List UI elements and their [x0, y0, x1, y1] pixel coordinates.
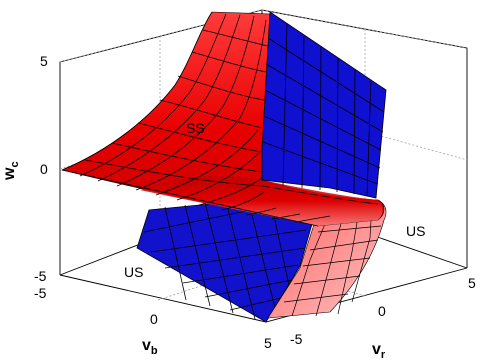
x-tick-label: 0 — [150, 311, 158, 327]
blue-surface-lower — [136, 195, 317, 323]
red-surface-lower — [267, 199, 387, 319]
y-axis-label: vr — [372, 341, 386, 361]
region-label-ss: SS — [186, 120, 205, 136]
y-tick-label: 0 — [378, 303, 386, 319]
z-tick-label: -5 — [34, 268, 47, 284]
z-tick-label: 5 — [40, 53, 48, 69]
region-label-us-right: US — [406, 223, 425, 239]
x-tick-label: -5 — [34, 285, 47, 301]
y-tick-label: 5 — [468, 275, 476, 291]
blue-surface-upper — [261, 11, 387, 199]
region-label-us-left: US — [124, 264, 143, 280]
x-tick-label: 5 — [264, 335, 272, 351]
x-axis-label: vb — [142, 337, 158, 357]
z-axis-label: wc — [1, 161, 21, 181]
z-tick-label: 0 — [40, 161, 48, 177]
y-tick-label: -5 — [290, 331, 303, 347]
red-surface-upper — [61, 11, 385, 227]
